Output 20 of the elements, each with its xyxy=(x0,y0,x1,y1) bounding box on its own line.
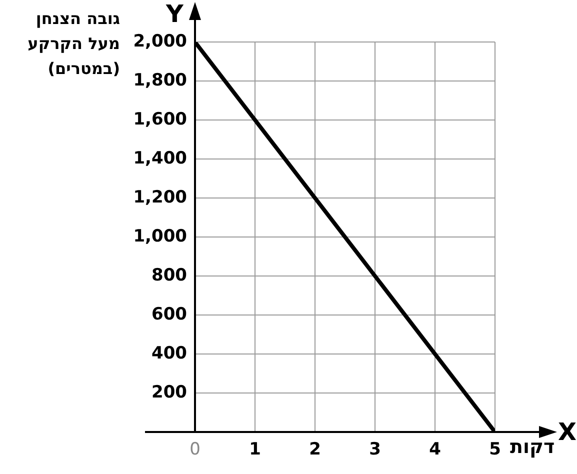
x-tick-label: 3 xyxy=(369,440,381,460)
x-tick-label: 5 xyxy=(489,440,501,460)
x-tick-label: 1 xyxy=(249,440,261,460)
y-tick-label: 1,200 xyxy=(133,187,188,208)
y-tick-label: 800 xyxy=(152,265,188,286)
x-tick-label: 4 xyxy=(429,440,442,460)
y-tick-label: 400 xyxy=(152,343,188,364)
x-tick-label: 2 xyxy=(309,440,321,460)
text: Y xyxy=(166,0,184,28)
y-tick-label: 1,000 xyxy=(133,226,188,246)
x-tick-label: 0 xyxy=(190,440,200,460)
text: X xyxy=(558,418,577,446)
y-tick-label: 2,000 xyxy=(133,31,188,52)
x-axis-title: דקות xyxy=(510,436,555,458)
y-tick-label: 1,600 xyxy=(133,109,188,130)
y-tick-label: 1,800 xyxy=(133,70,188,90)
y-tick-label: 200 xyxy=(152,382,188,402)
y-tick-label: 1,400 xyxy=(133,148,188,168)
y-tick-label: 600 xyxy=(152,304,188,324)
y-axis-title: גובה הצנחן מעל הקרקע (במטרים) xyxy=(26,8,120,80)
